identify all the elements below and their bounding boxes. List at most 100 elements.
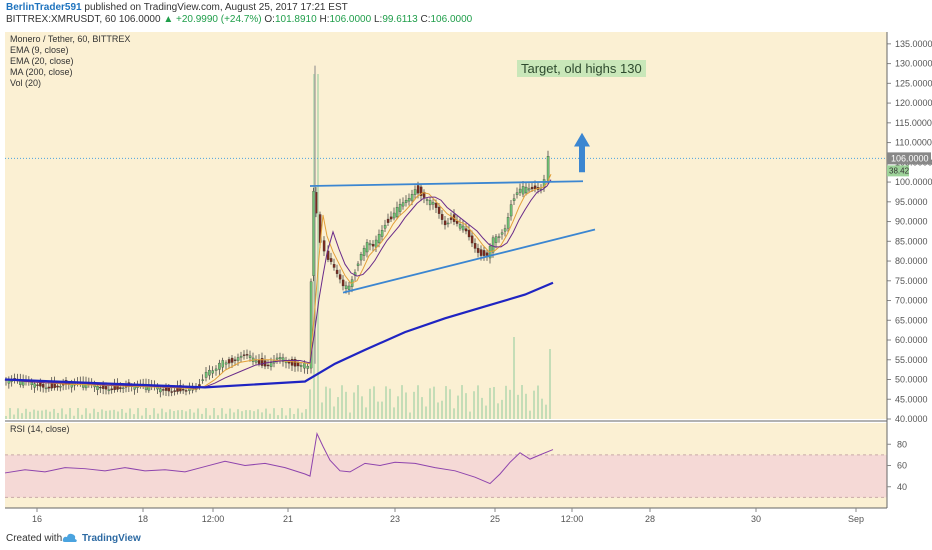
candle-body: [293, 359, 297, 367]
volume-bar: [317, 74, 319, 419]
volume-bar: [237, 409, 239, 419]
volume-bar: [421, 397, 423, 419]
candle-body: [296, 362, 300, 367]
volume-bar: [129, 408, 131, 419]
volume-bar: [53, 408, 55, 419]
volume-bar: [369, 388, 371, 419]
volume-bar: [45, 409, 47, 419]
candle-body: [233, 359, 237, 361]
candle-body: [347, 285, 351, 290]
volume-bar: [33, 409, 35, 419]
candle-body: [494, 236, 498, 243]
rsi-band: [5, 454, 887, 498]
last-price-tag-label: 106.0000: [891, 153, 929, 163]
volume-bar: [133, 414, 135, 419]
volume-bar: [541, 398, 543, 419]
candle-body: [208, 369, 211, 376]
volume-bar: [405, 392, 407, 419]
candle-body: [416, 185, 420, 194]
candle-body: [449, 217, 453, 220]
candle-body: [266, 364, 270, 367]
candle-body: [503, 228, 507, 232]
volume-bar: [517, 394, 519, 419]
candle-body: [221, 360, 225, 368]
price-tick-label: 45.0000: [895, 394, 928, 404]
low-label: L:: [373, 14, 383, 25]
volume-bar: [489, 387, 491, 419]
volume-bar: [9, 408, 11, 419]
candle-body: [329, 258, 333, 262]
candle-body: [218, 362, 221, 370]
volume-bar: [213, 408, 215, 419]
price-tick-label: 95.0000: [895, 197, 928, 207]
volume-bar: [141, 415, 143, 419]
volume-tag: [887, 165, 909, 177]
ema9-line: [4, 173, 552, 390]
volume-bar: [249, 410, 251, 419]
volume-bar: [457, 395, 459, 419]
candle-body: [479, 249, 483, 256]
volume-bar: [65, 414, 67, 419]
resistance-trendline: [309, 180, 584, 187]
candle-body: [290, 359, 294, 366]
volume-bar: [353, 392, 355, 419]
volume-bar: [73, 415, 75, 419]
volume-bar: [221, 408, 223, 419]
tradingview-brand-link[interactable]: TradingView: [82, 533, 141, 544]
volume-bar: [261, 412, 263, 419]
candle-body: [374, 239, 378, 248]
candle-body: [542, 179, 546, 188]
volume-bar: [173, 411, 175, 419]
price-chart[interactable]: 135.0000 130.0000 125.0000 120.0000 115.0000…: [0, 26, 932, 528]
volume-bar: [389, 388, 391, 419]
candle-body: [383, 224, 387, 229]
price-tick-label: 50.0000: [895, 375, 928, 385]
volume-bar: [161, 408, 163, 419]
volume-bar: [293, 413, 295, 419]
volume-bar: [309, 389, 311, 419]
volume-bar: [437, 402, 439, 419]
candle-body: [44, 387, 48, 390]
volume-bar: [341, 385, 343, 419]
candle-body: [248, 355, 252, 358]
volume-bar: [57, 412, 59, 419]
candle-body: [512, 198, 516, 201]
footer: Created with TradingView: [0, 528, 932, 550]
volume-bar: [449, 389, 451, 419]
volume-bar: [217, 415, 219, 419]
volume-bar: [233, 412, 235, 419]
volume-bar: [481, 397, 483, 419]
volume-bar: [381, 401, 383, 419]
candle-body: [546, 156, 550, 181]
volume-bar: [393, 407, 395, 419]
volume-bar: [41, 410, 43, 419]
time-tick-label: 23: [390, 514, 400, 524]
candle-body: [70, 382, 74, 388]
candle-body: [485, 252, 489, 256]
volume-bar: [205, 408, 207, 419]
volume-bar: [97, 412, 99, 419]
price-tick-label: 80.0000: [895, 256, 928, 266]
volume-bar: [109, 410, 111, 419]
price-tick-label: 115.0000: [895, 118, 932, 128]
volume-bar: [413, 391, 415, 419]
volume-bar: [189, 409, 191, 419]
volume-bar: [149, 414, 151, 419]
last-price-tag: [887, 152, 931, 165]
volume-bar: [245, 410, 247, 419]
candle-body: [332, 264, 336, 268]
candle-body: [181, 388, 185, 391]
author-link[interactable]: BerlinTrader591: [6, 2, 82, 13]
volume-bar: [25, 408, 27, 419]
time-tick-label: Sep: [848, 514, 864, 524]
volume-bars: [5, 74, 551, 419]
volume-bar: [105, 410, 107, 419]
candle-body: [306, 365, 310, 369]
candle-body: [230, 357, 234, 363]
candle-body: [161, 389, 165, 391]
published-text: published on TradingView.com, August 25,…: [84, 2, 348, 13]
candle-body: [159, 388, 162, 393]
candle-body: [107, 389, 111, 391]
candle-body: [533, 185, 537, 189]
volume-bar: [37, 410, 39, 419]
